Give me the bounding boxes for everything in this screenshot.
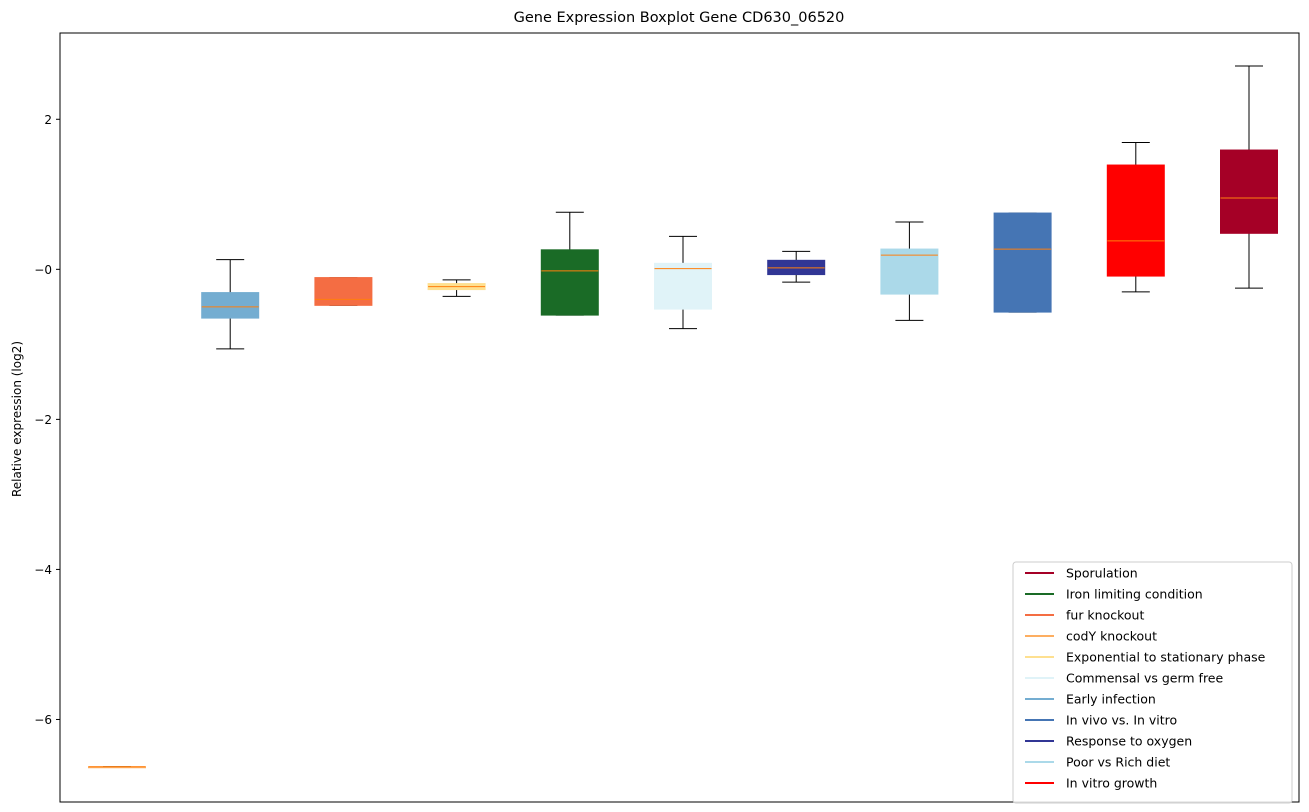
boxes-group bbox=[88, 65, 1278, 769]
box-8 bbox=[880, 221, 939, 321]
box-7 bbox=[767, 250, 826, 283]
box-3 bbox=[314, 277, 373, 306]
legend-entry: Commensal vs germ free bbox=[1066, 671, 1223, 686]
legend-entry: Iron limiting condition bbox=[1066, 587, 1203, 602]
legend-entry: Response to oxygen bbox=[1066, 734, 1192, 749]
legend-entry: fur knockout bbox=[1066, 608, 1144, 623]
box-9 bbox=[993, 212, 1052, 313]
legend-entry: In vitro growth bbox=[1066, 776, 1157, 791]
legend-entry: Poor vs Rich diet bbox=[1066, 755, 1170, 770]
legend: Sporulation Iron limiting condition fur kn… bbox=[1012, 561, 1293, 804]
box-body bbox=[880, 248, 939, 295]
box-body bbox=[1220, 149, 1278, 234]
y-tick-label: −0 bbox=[34, 263, 52, 277]
y-tick-label: −6 bbox=[34, 713, 52, 727]
y-axis-label: Relative expression (log2) bbox=[10, 341, 24, 497]
box-6 bbox=[654, 235, 712, 330]
box-5 bbox=[540, 211, 599, 316]
box-body bbox=[1106, 164, 1165, 277]
box-11 bbox=[1220, 65, 1278, 289]
y-tick-label: −4 bbox=[34, 563, 52, 577]
y-tick-label: −2 bbox=[34, 413, 52, 427]
legend-entry: Sporulation bbox=[1066, 566, 1138, 581]
box-body bbox=[540, 249, 599, 316]
box-10 bbox=[1106, 142, 1165, 293]
y-axis: 2 −0 −2 −4 −6 bbox=[34, 113, 60, 727]
legend-entry: Early infection bbox=[1066, 692, 1156, 707]
box-1 bbox=[88, 766, 146, 769]
chart-title: Gene Expression Boxplot Gene CD630_06520 bbox=[514, 10, 845, 26]
box-body bbox=[314, 277, 373, 306]
box-4 bbox=[427, 279, 486, 297]
legend-entry: Exponential to stationary phase bbox=[1066, 650, 1266, 665]
box-2 bbox=[201, 259, 260, 350]
plot-area-frame bbox=[59, 32, 1300, 803]
box-body bbox=[201, 292, 260, 319]
legend-frame bbox=[1012, 561, 1293, 804]
y-tick-label: 2 bbox=[44, 113, 52, 127]
legend-entry: codY knockout bbox=[1066, 629, 1157, 644]
box-body bbox=[654, 262, 712, 310]
legend-entry: In vivo vs. In vitro bbox=[1066, 713, 1177, 728]
box-body bbox=[993, 212, 1052, 313]
